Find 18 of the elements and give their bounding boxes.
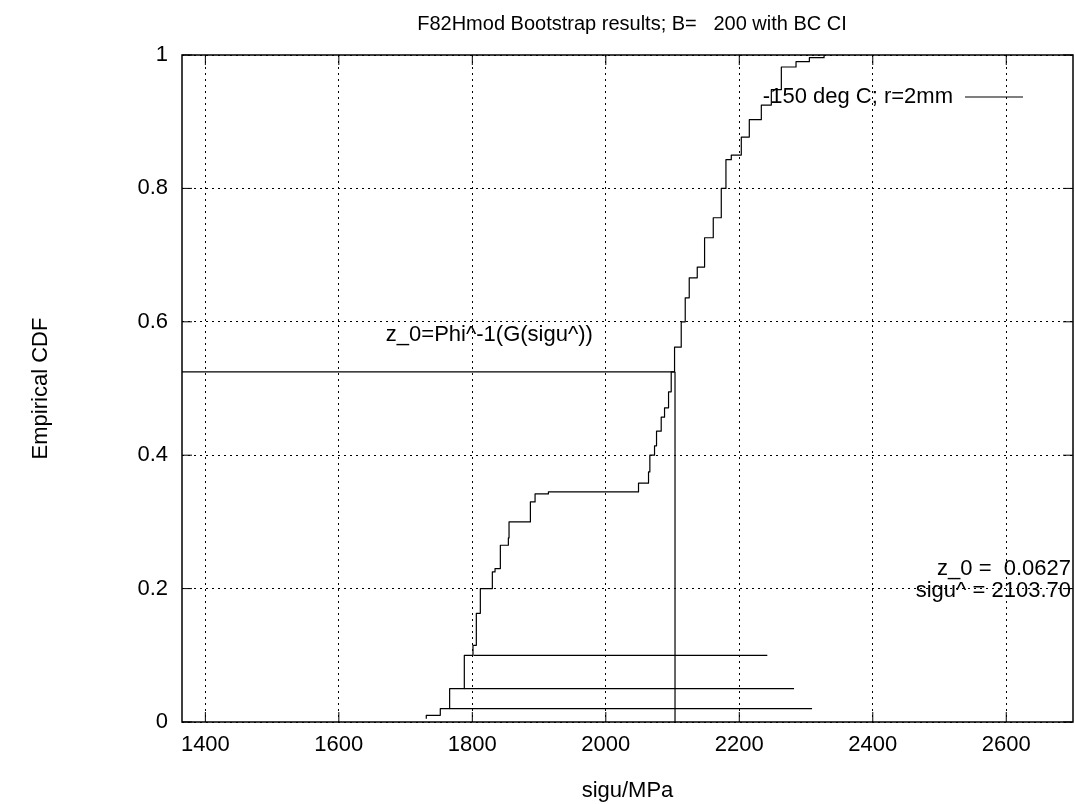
chart-title: F82Hmod Bootstrap results; B= 200 with BC CI <box>417 11 847 34</box>
x-tick-label: 1600 <box>314 731 364 757</box>
y-tick-label: 0.8 <box>137 174 168 200</box>
x-tick-label: 2000 <box>581 731 631 757</box>
y-tick-label: 0.6 <box>137 307 168 333</box>
y-tick-label: 0.4 <box>137 441 168 467</box>
y-tick-label: 0 <box>155 708 168 734</box>
y-tick-label: 0.2 <box>137 574 168 600</box>
annotation: z_0=Phi^-1(G(sigu^)) <box>385 321 593 347</box>
x-tick-label: 1400 <box>180 731 230 757</box>
x-tick-label: 1800 <box>447 731 497 757</box>
x-tick-label: 2600 <box>981 731 1031 757</box>
y-tick-label: 1 <box>155 41 168 67</box>
x-axis-title: sigu/MPa <box>581 776 675 802</box>
x-tick-label: 2200 <box>714 731 764 757</box>
annotation: z_0 = 0.0627 <box>937 555 1071 581</box>
y-axis-title: Empirical CDF <box>27 317 53 460</box>
x-tick-label: 2400 <box>848 731 898 757</box>
